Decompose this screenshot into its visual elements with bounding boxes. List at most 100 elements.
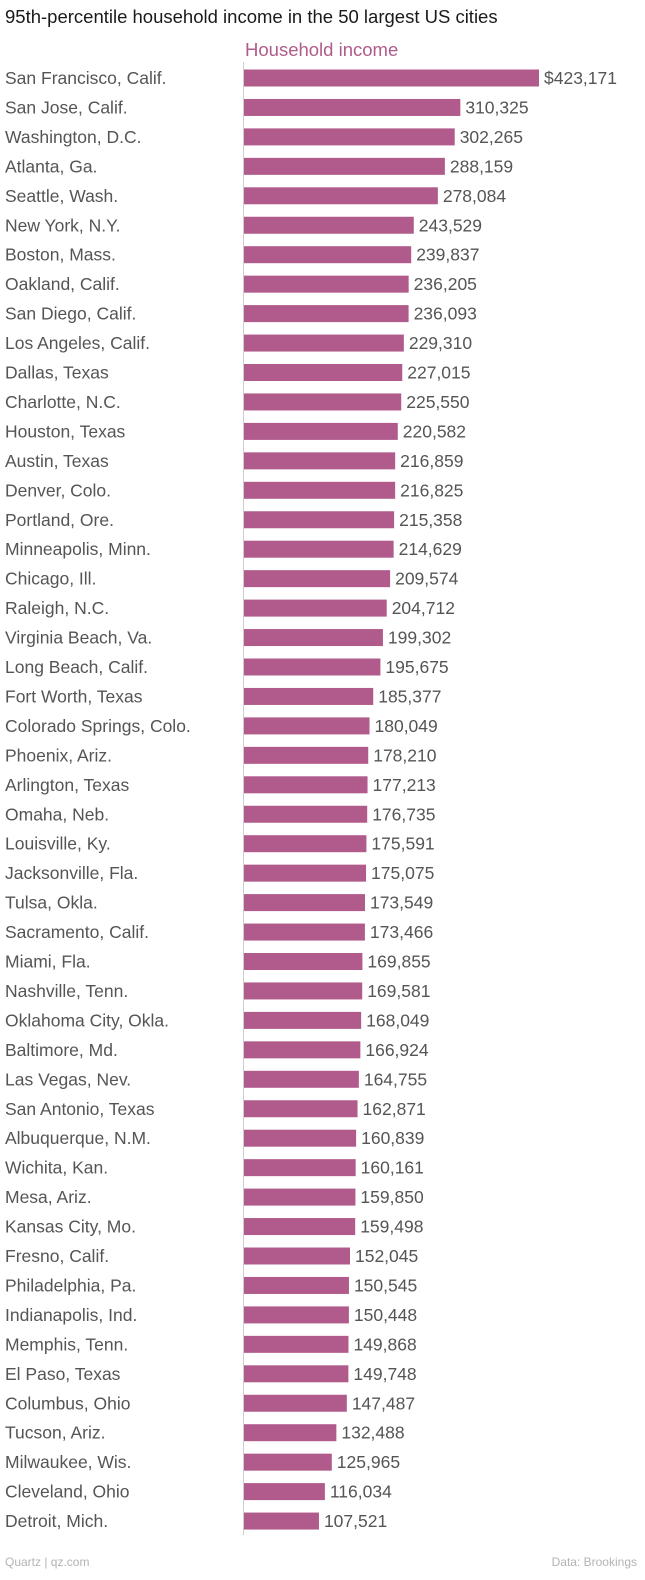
bar xyxy=(244,481,396,499)
bar xyxy=(244,422,398,440)
value-label: 216,825 xyxy=(400,480,463,500)
value-label: 215,358 xyxy=(399,510,462,530)
bar xyxy=(244,629,383,647)
category-label: Raleigh, N.C. xyxy=(5,598,109,618)
category-label: Albuquerque, N.M. xyxy=(5,1128,151,1148)
category-label: Tulsa, Okla. xyxy=(5,893,98,913)
category-label: Nashville, Tenn. xyxy=(5,981,128,1001)
category-label: Columbus, Ohio xyxy=(5,1393,130,1413)
bar xyxy=(244,216,414,234)
bar xyxy=(244,1512,319,1530)
category-label: Arlington, Texas xyxy=(5,775,129,795)
value-label: 132,488 xyxy=(341,1423,404,1443)
bar xyxy=(244,157,445,175)
category-label: Cleveland, Ohio xyxy=(5,1482,130,1502)
category-label: El Paso, Texas xyxy=(5,1364,121,1384)
value-label: 199,302 xyxy=(388,628,451,648)
bar xyxy=(244,187,438,205)
data-source: Data: Brookings xyxy=(551,1555,637,1569)
category-label: Washington, D.C. xyxy=(5,127,142,147)
value-label: 216,859 xyxy=(400,451,463,471)
value-label: 239,837 xyxy=(416,245,479,265)
bar xyxy=(244,1394,347,1412)
value-label: 164,755 xyxy=(364,1069,427,1089)
bar xyxy=(244,1041,361,1059)
bar xyxy=(244,540,394,558)
bar xyxy=(244,982,363,1000)
bar xyxy=(244,687,374,705)
category-label: San Diego, Calif. xyxy=(5,304,136,324)
bar xyxy=(244,393,402,411)
value-label: 159,850 xyxy=(360,1187,424,1207)
value-label: 227,015 xyxy=(407,363,470,383)
bar xyxy=(244,864,367,882)
category-label: Houston, Texas xyxy=(5,421,126,441)
category-label: Los Angeles, Calif. xyxy=(5,333,150,353)
source-credit: Quartz | qz.com xyxy=(5,1555,90,1569)
category-label: Portland, Ore. xyxy=(5,510,114,530)
value-label: 278,084 xyxy=(443,186,507,206)
bar xyxy=(244,1276,349,1294)
category-label: Tucson, Ariz. xyxy=(5,1423,106,1443)
category-label: Baltimore, Md. xyxy=(5,1040,118,1060)
category-label: San Jose, Calif. xyxy=(5,97,128,117)
bar xyxy=(244,599,387,617)
bar xyxy=(244,658,381,676)
category-label: New York, N.Y. xyxy=(5,215,120,235)
value-label: 176,735 xyxy=(372,804,435,824)
bar xyxy=(244,1129,357,1147)
value-label: 149,748 xyxy=(353,1364,416,1384)
category-label: Denver, Colo. xyxy=(5,480,111,500)
category-label: San Francisco, Calif. xyxy=(5,68,166,88)
value-label: 177,213 xyxy=(373,775,436,795)
category-label: Memphis, Tenn. xyxy=(5,1334,128,1354)
bar xyxy=(244,1424,337,1442)
bar xyxy=(244,69,539,87)
bar xyxy=(244,305,409,323)
value-label: 173,549 xyxy=(370,893,433,913)
value-label: 175,591 xyxy=(371,834,434,854)
value-label: 288,159 xyxy=(450,156,513,176)
value-label: 169,581 xyxy=(367,981,430,1001)
category-label: Las Vegas, Nev. xyxy=(5,1069,131,1089)
bar xyxy=(244,1335,349,1353)
value-label: 159,498 xyxy=(360,1217,423,1237)
value-label: 150,545 xyxy=(354,1275,417,1295)
value-labels: $423,171 310,325 302,265 288,159 278,084 243,… xyxy=(324,68,617,1531)
value-label: 125,965 xyxy=(337,1452,400,1472)
category-label: Oklahoma City, Okla. xyxy=(5,1010,169,1030)
value-label: 107,521 xyxy=(324,1511,387,1531)
value-label: 229,310 xyxy=(409,333,473,353)
category-label: Fort Worth, Texas xyxy=(5,686,143,706)
category-label: Dallas, Texas xyxy=(5,363,109,383)
value-label: 302,265 xyxy=(460,127,523,147)
value-label: 149,868 xyxy=(353,1334,416,1354)
bar xyxy=(244,894,365,912)
category-label: Colorado Springs, Colo. xyxy=(5,716,191,736)
bar xyxy=(244,246,412,264)
category-label: Omaha, Neb. xyxy=(5,804,109,824)
value-label: 310,325 xyxy=(465,97,528,117)
category-label: Minneapolis, Minn. xyxy=(5,539,151,559)
value-label: 243,529 xyxy=(419,215,482,235)
value-label: 236,093 xyxy=(414,304,477,324)
bar xyxy=(244,364,403,381)
value-label: 150,448 xyxy=(354,1305,417,1325)
category-label: Milwaukee, Wis. xyxy=(5,1452,131,1472)
bar xyxy=(244,953,363,970)
bar xyxy=(244,1188,356,1206)
category-label: Oakland, Calif. xyxy=(5,274,120,294)
value-label: 162,871 xyxy=(363,1099,426,1119)
category-label: San Antonio, Texas xyxy=(5,1099,155,1119)
bar xyxy=(244,334,404,352)
bar xyxy=(244,1070,359,1088)
bar xyxy=(244,1453,332,1471)
category-label: Louisville, Ky. xyxy=(5,834,111,854)
bar xyxy=(244,98,461,116)
category-label: Detroit, Mich. xyxy=(5,1511,108,1531)
value-label: 195,675 xyxy=(385,657,448,677)
value-label: 173,466 xyxy=(370,922,433,942)
bar xyxy=(244,275,409,293)
bar xyxy=(244,511,395,529)
value-label: 169,855 xyxy=(367,952,430,972)
